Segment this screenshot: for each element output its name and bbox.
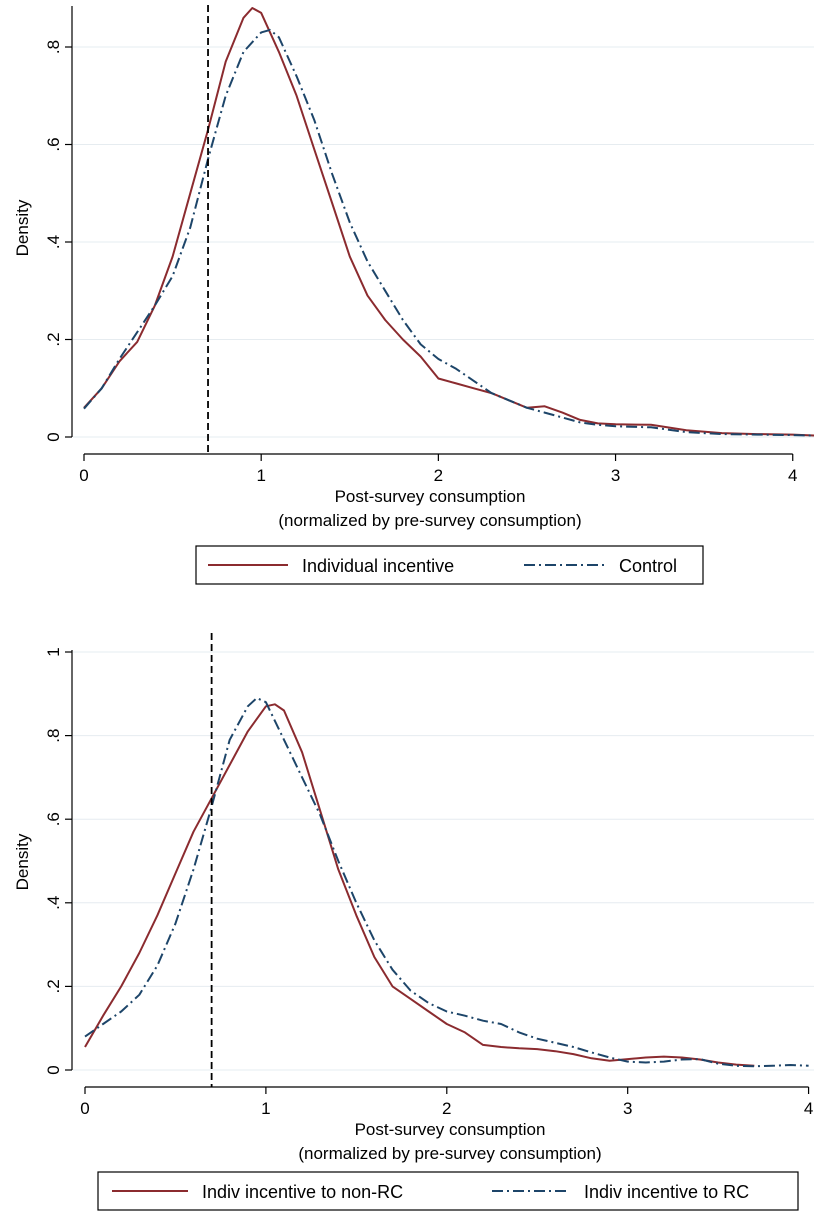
y-tick-label: 0: [44, 432, 63, 441]
panel-bottom: 0 .2 .4 .6 .8 1 0 1 2 3 4 Density Post-survey cons…: [13, 633, 814, 1211]
x-tick-label: 1: [261, 1099, 270, 1118]
series-line-indiv-incentive-to-rc: [84, 697, 809, 1068]
x-tick-label: 3: [611, 466, 620, 485]
panel-top: 0 .2 .4 .6 .8 0 1 2 3 4 Density Post-survey consu…: [13, 5, 815, 585]
y-tick-label: 0: [44, 1065, 63, 1074]
series-line-individual-incentive: [83, 7, 815, 437]
legend: Individual incentive Control: [195, 545, 704, 585]
legend: Indiv incentive to non-RC Indiv incentiv…: [97, 1171, 799, 1211]
x-tick-label: 1: [256, 466, 265, 485]
y-tick-label: .6: [44, 137, 63, 151]
y-tick-label: .6: [44, 812, 63, 826]
x-tick-label: 2: [442, 1099, 451, 1118]
y-tick-label: .8: [44, 729, 63, 743]
legend-label-control: Control: [619, 556, 677, 576]
y-tick-label: .4: [44, 896, 63, 910]
x-tick-label: 2: [434, 466, 443, 485]
legend-label-rc: Indiv incentive to RC: [584, 1182, 749, 1202]
legend-label-individual-incentive: Individual incentive: [302, 556, 454, 576]
y-tick-label: .4: [44, 235, 63, 249]
y-tick-label: .2: [44, 979, 63, 993]
y-axis-title: Density: [13, 833, 32, 890]
x-axis-subtitle: (normalized by pre-survey consumption): [278, 511, 581, 530]
x-axis-title: Post-survey consumption: [335, 487, 526, 506]
x-tick-label: 4: [788, 466, 797, 485]
series-line-control: [83, 28, 815, 437]
x-axis-title: Post-survey consumption: [355, 1120, 546, 1139]
x-tick-label: 0: [80, 1099, 89, 1118]
y-tick-label: .8: [44, 40, 63, 54]
x-tick-label: 0: [79, 466, 88, 485]
series-line-indiv-incentive-to-non-rc: [84, 703, 755, 1067]
x-tick-label: 4: [804, 1099, 813, 1118]
x-tick-label: 3: [623, 1099, 632, 1118]
legend-label-non-rc: Indiv incentive to non-RC: [202, 1182, 403, 1202]
legend-box: [97, 1171, 799, 1211]
x-axis-subtitle: (normalized by pre-survey consumption): [298, 1144, 601, 1163]
y-tick-label: 1: [44, 647, 63, 656]
y-axis-title: Density: [13, 199, 32, 256]
y-tick-label: .2: [44, 332, 63, 346]
